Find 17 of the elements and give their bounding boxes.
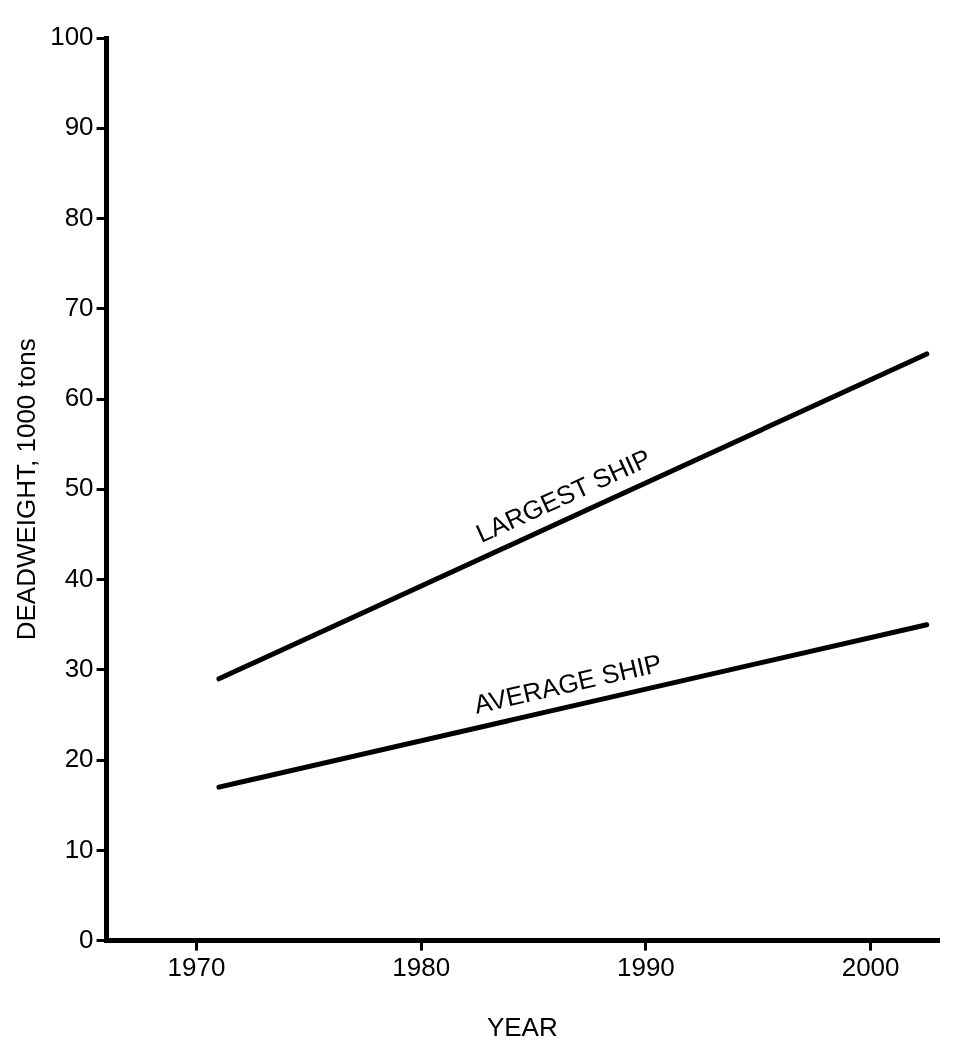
x-tick-label: 1980	[392, 952, 451, 983]
y-tick-label: 10	[64, 833, 94, 864]
y-tick-label: 20	[64, 743, 94, 774]
y-tick-label: 100	[50, 21, 94, 52]
x-tick-label: 1970	[167, 952, 226, 983]
y-tick-label: 90	[64, 111, 94, 142]
y-tick-label: 60	[64, 382, 94, 413]
y-tick-label: 70	[64, 291, 94, 322]
x-axis-title: YEAR	[486, 1011, 558, 1042]
y-tick-label: 50	[64, 472, 94, 503]
y-axis-title: DEADWEIGHT, 1000 tons	[10, 338, 41, 641]
x-tick-label: 2000	[841, 952, 900, 983]
y-tick-label: 0	[79, 923, 94, 954]
x-tick-label: 1990	[616, 952, 675, 983]
y-tick-label: 30	[64, 652, 94, 683]
y-tick-label: 80	[64, 201, 94, 232]
y-tick-label: 40	[64, 562, 94, 593]
